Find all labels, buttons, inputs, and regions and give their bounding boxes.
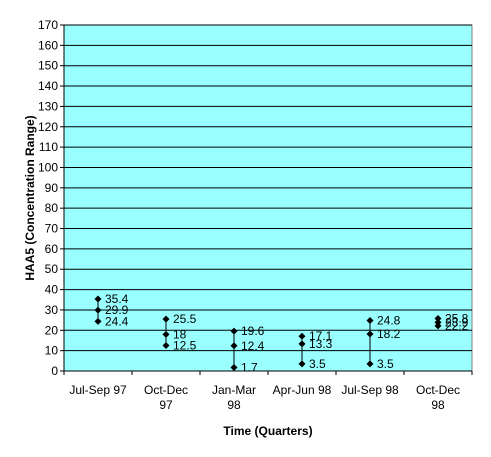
y-tick-label: 60 xyxy=(45,242,59,256)
data-label: 24.4 xyxy=(105,314,129,328)
y-tick-label: 20 xyxy=(45,323,59,337)
data-label: 12.5 xyxy=(173,339,197,353)
y-tick-label: 50 xyxy=(45,262,59,276)
x-tick-label: Jan-Mar xyxy=(212,383,256,397)
data-point xyxy=(298,340,306,348)
x-tick-label: Oct-Dec xyxy=(144,383,188,397)
y-tick-label: 10 xyxy=(45,344,59,358)
data-label: 18 xyxy=(173,327,187,341)
x-tick-label: 97 xyxy=(159,398,173,412)
x-tick-label: Jul-Sep 98 xyxy=(341,383,399,397)
data-label: 1.7 xyxy=(241,361,258,375)
data-label: 12.4 xyxy=(241,339,265,353)
data-label: 24.8 xyxy=(377,314,401,328)
data-label: 29.9 xyxy=(105,303,129,317)
data-point xyxy=(230,364,238,372)
y-tick-label: 130 xyxy=(38,99,58,113)
y-tick-label: 120 xyxy=(38,120,58,134)
data-point xyxy=(230,327,238,335)
y-tick-label: 160 xyxy=(38,38,58,52)
y-axis-ticks: 0 10 20 30 40 50 60 70 80 90 100 110 120 130 140 150 160… xyxy=(38,18,65,378)
plot-area xyxy=(63,24,473,372)
data-point xyxy=(94,306,102,314)
y-tick-label: 140 xyxy=(38,79,58,93)
y-tick-label: 100 xyxy=(38,160,58,174)
x-tick-label: Oct-Dec xyxy=(416,383,460,397)
data-point xyxy=(366,317,374,325)
data-label: 17.1 xyxy=(309,329,333,343)
data-point xyxy=(162,330,170,338)
data-point xyxy=(230,342,238,350)
x-axis-title: Time (Quarters) xyxy=(223,424,312,438)
y-tick-label: 170 xyxy=(38,18,58,32)
data-label: 3.5 xyxy=(377,357,394,371)
data-point xyxy=(298,360,306,368)
y-tick-label: 0 xyxy=(51,364,58,378)
data-label: 13.3 xyxy=(309,337,333,351)
data-point xyxy=(298,332,306,340)
y-tick-label: 70 xyxy=(45,222,59,236)
data-label: 22.2 xyxy=(445,319,469,333)
data-point xyxy=(94,317,102,325)
data-label: 35.4 xyxy=(105,292,129,306)
data-label: 19.6 xyxy=(241,324,265,338)
y-tick-label: 90 xyxy=(45,181,59,195)
y-tick-label: 30 xyxy=(45,303,59,317)
x-tick-label: Jul-Sep 97 xyxy=(69,383,127,397)
y-axis-title: HAA5 (Concentration Range) xyxy=(23,115,37,280)
x-tick-label: 98 xyxy=(431,398,445,412)
data-points xyxy=(94,295,442,372)
data-label: 23.9 xyxy=(445,315,469,329)
data-point xyxy=(366,360,374,368)
data-label: 25.8 xyxy=(445,311,469,325)
x-tick-label: 98 xyxy=(227,398,241,412)
data-point xyxy=(162,342,170,350)
y-tick-label: 150 xyxy=(38,59,58,73)
gridlines xyxy=(64,24,472,352)
data-point xyxy=(434,322,442,330)
data-label: 3.5 xyxy=(309,357,326,371)
y-tick-label: 80 xyxy=(45,201,59,215)
data-label: 18.2 xyxy=(377,327,401,341)
data-point xyxy=(366,330,374,338)
data-point xyxy=(434,314,442,322)
y-tick-label: 110 xyxy=(39,140,58,154)
x-tick-label: Apr-Jun 98 xyxy=(273,383,332,397)
data-point xyxy=(162,315,170,323)
data-point xyxy=(94,295,102,303)
y-tick-label: 40 xyxy=(45,283,59,297)
data-label: 25.5 xyxy=(173,312,197,326)
range-lines xyxy=(97,298,439,368)
